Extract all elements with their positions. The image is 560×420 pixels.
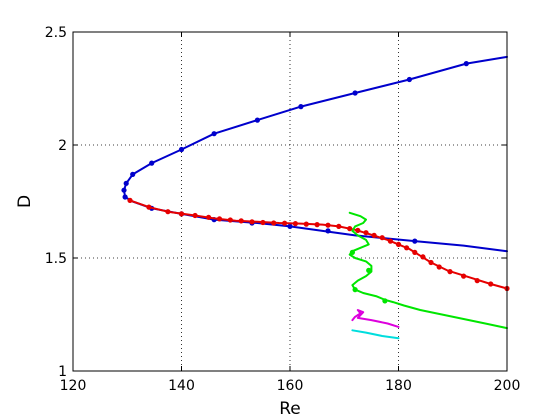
series-2-point — [178, 211, 185, 217]
series-2-point — [238, 218, 244, 224]
series-1-point — [287, 223, 293, 229]
series-2-point — [371, 232, 377, 238]
grid — [73, 32, 507, 371]
series-2-point — [206, 214, 212, 220]
series-1-point — [149, 160, 155, 166]
series-1-point — [123, 180, 129, 186]
series-2-point — [447, 269, 453, 275]
series-3-point — [366, 267, 372, 273]
x-tick-label: 180 — [385, 378, 412, 394]
series-2-point — [412, 249, 418, 255]
series-5-line — [351, 329, 400, 340]
series-1-point — [178, 146, 185, 153]
y-axis-label: D — [15, 195, 35, 208]
series-2-point — [379, 235, 385, 241]
series-2-point — [474, 278, 480, 284]
series-1-point — [463, 61, 469, 67]
series-2-point — [260, 219, 266, 226]
series-1-point — [122, 194, 128, 200]
x-tick-label: 200 — [494, 378, 521, 394]
series-2-point — [336, 223, 342, 229]
series-2-point — [303, 221, 309, 227]
series-2-point — [271, 220, 277, 226]
x-tick-label: 160 — [277, 378, 304, 394]
series-1-point — [412, 238, 418, 244]
series-1-point — [352, 90, 358, 96]
series-3-line — [348, 211, 508, 330]
series-2-point — [355, 227, 361, 233]
series-2-point — [146, 204, 152, 210]
series-2-point — [216, 216, 223, 222]
series-2-point — [192, 212, 198, 219]
series-2-point — [314, 222, 320, 228]
series-2-point — [227, 217, 233, 223]
series-2-point — [347, 226, 353, 232]
series-1-point — [121, 187, 127, 193]
series-2-point — [461, 273, 467, 279]
series-3-point — [349, 249, 355, 255]
x-tick-label: 140 — [168, 378, 195, 394]
series-1-point — [325, 228, 331, 234]
series-2-point — [488, 281, 494, 287]
axis-ticks: 120 140 160 180 200 1 1.5 2 2.5 — [45, 25, 521, 394]
x-axis-label: Re — [279, 399, 301, 419]
series-2-point — [249, 219, 255, 225]
series-4-line — [351, 309, 400, 328]
series-2-point — [428, 259, 434, 266]
series-2-point — [127, 197, 133, 203]
series-2-point — [404, 245, 410, 251]
y-tick-label: 2.5 — [45, 25, 67, 41]
y-tick-label: 1 — [58, 364, 67, 380]
series-1-point — [254, 117, 260, 123]
series-2-point — [395, 241, 402, 247]
x-tick-label: 120 — [60, 378, 87, 394]
series-2-point — [387, 238, 393, 244]
series-1-point — [211, 131, 217, 137]
series-2-point — [282, 220, 288, 226]
series-1-point — [406, 76, 412, 83]
y-tick-label: 2 — [58, 138, 67, 154]
series-2-point — [363, 230, 369, 236]
series-2-point — [165, 209, 171, 215]
series-3-point — [382, 298, 388, 304]
series-2-point — [436, 264, 442, 270]
y-tick-label: 1.5 — [45, 251, 67, 267]
series-2-point — [325, 222, 331, 228]
series-3-point — [352, 287, 358, 293]
series-2-point — [420, 254, 426, 260]
plot-area — [121, 55, 510, 340]
series-2-point — [292, 221, 298, 227]
series-1-point — [130, 171, 136, 177]
series-1-point — [298, 104, 304, 110]
